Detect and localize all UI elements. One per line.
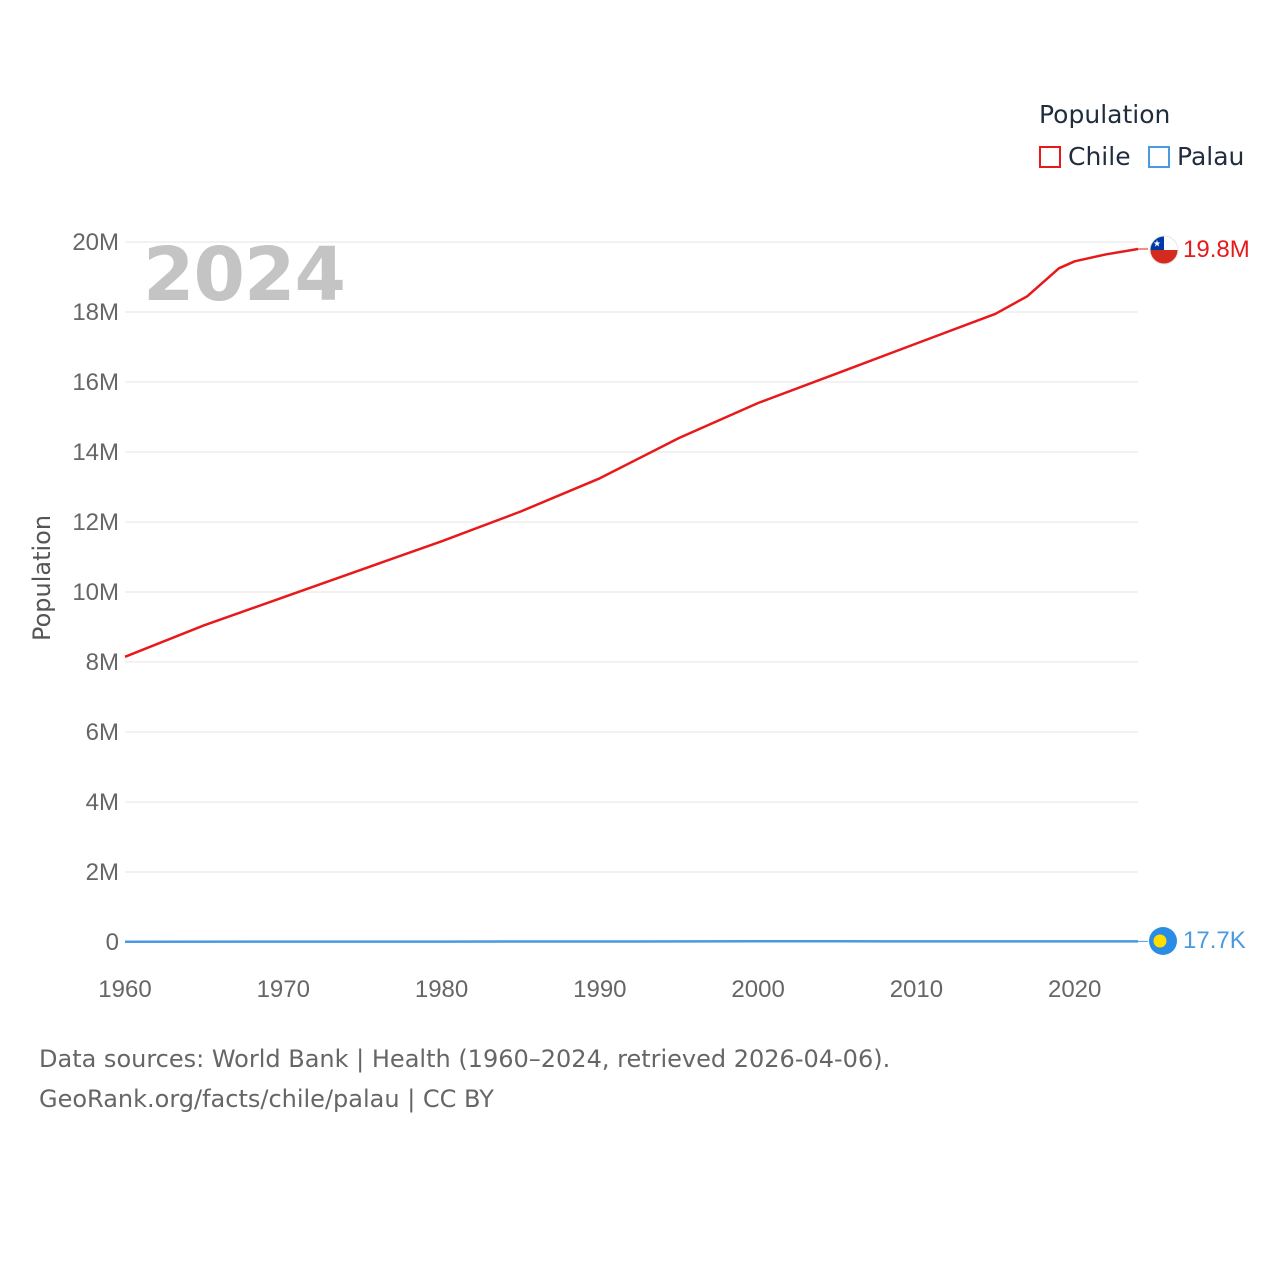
series-lines <box>124 247 1148 943</box>
chile-end-value-label: 19.8M <box>1183 236 1250 263</box>
year-stamp: 2024 <box>143 232 346 318</box>
gridlines <box>125 241 1138 943</box>
y-tick-label: 14M <box>72 439 119 466</box>
x-tick-labels: 1960 1970 1980 1990 2000 2010 2020 <box>98 976 1101 1003</box>
x-tick-label: 2000 <box>731 976 784 1003</box>
x-tick-label: 1980 <box>415 976 468 1003</box>
y-tick-label: 0 <box>106 929 119 956</box>
x-tick-label: 2020 <box>1048 976 1101 1003</box>
legend-item-palau[interactable]: Palau <box>1148 142 1244 171</box>
y-tick-label: 18M <box>72 299 119 326</box>
y-tick-label: 12M <box>72 509 119 536</box>
attribution-link[interactable]: GeoRank.org/facts/chile/palau | CC BY <box>39 1085 494 1113</box>
x-tick-label: 1970 <box>257 976 310 1003</box>
palau-flag-icon <box>1149 927 1177 955</box>
legend-item-chile[interactable]: Chile <box>1039 142 1131 171</box>
y-tick-labels: 0 2M 4M 6M 8M 10M 12M 14M 16M 18M 20M <box>72 229 119 956</box>
series-line-chile[interactable] <box>124 247 1139 658</box>
y-tick-label: 10M <box>72 579 119 606</box>
y-axis-label: Population <box>28 514 56 642</box>
data-source-note: Data sources: World Bank | Health (1960–… <box>39 1045 891 1073</box>
y-tick-label: 8M <box>86 649 119 676</box>
legend-title: Population <box>1039 100 1171 129</box>
legend-swatch-palau <box>1148 145 1170 168</box>
legend-label-chile: Chile <box>1068 142 1131 171</box>
legend-swatch-chile <box>1039 145 1061 168</box>
y-tick-label: 4M <box>86 789 119 816</box>
svg-text:★: ★ <box>1153 240 1161 250</box>
y-tick-label: 6M <box>86 719 119 746</box>
x-tick-label: 2010 <box>890 976 943 1003</box>
x-tick-label: 1990 <box>573 976 626 1003</box>
y-tick-label: 20M <box>72 229 119 256</box>
palau-end-value-label: 17.7K <box>1183 927 1246 954</box>
y-tick-label: 2M <box>86 859 119 886</box>
x-tick-label: 1960 <box>98 976 151 1003</box>
legend-label-palau: Palau <box>1177 142 1245 171</box>
y-tick-label: 16M <box>72 369 119 396</box>
chile-flag-icon: ★ <box>1149 235 1179 265</box>
